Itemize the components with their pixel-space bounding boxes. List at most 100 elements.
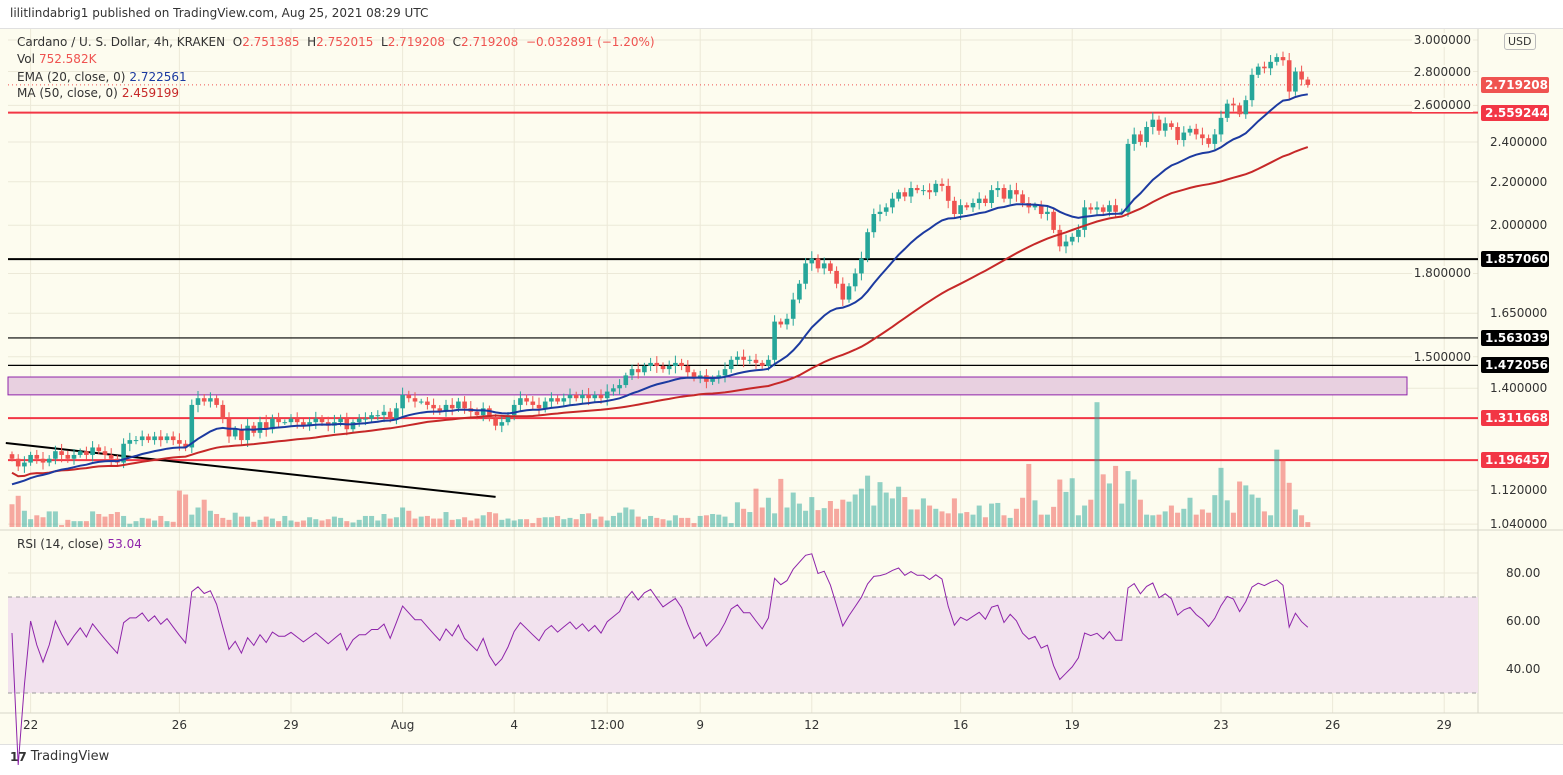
volume-bar: [1075, 515, 1081, 527]
candle-up: [53, 445, 58, 465]
level-price-badge: 2.559244: [1481, 104, 1549, 121]
volume-bar: [927, 505, 933, 527]
candle-body: [1001, 188, 1007, 199]
candle-body: [400, 394, 405, 409]
volume-bar: [1013, 508, 1019, 527]
candle-up: [121, 438, 126, 469]
candle-up: [865, 228, 870, 263]
candle-up: [604, 384, 610, 406]
candle-down: [759, 360, 765, 369]
candle-up: [127, 432, 133, 452]
volume-label: Vol: [17, 52, 35, 66]
rsi-tick-label: 40.00: [1506, 662, 1541, 676]
rsi-value: 53.04: [107, 537, 142, 551]
volume-bar: [15, 495, 21, 527]
candle-body: [1032, 205, 1038, 208]
ma-50-line: [11, 146, 1309, 478]
candle-body: [425, 401, 430, 405]
volume-bar: [1051, 506, 1057, 527]
candle-down: [691, 369, 697, 382]
volume-bar: [635, 516, 641, 527]
candle-up: [208, 392, 213, 408]
candle-up: [518, 391, 523, 412]
volume-bar: [1137, 499, 1143, 527]
volume-bar: [1069, 478, 1075, 527]
candle-down: [1169, 120, 1174, 130]
candle-body: [431, 404, 436, 409]
candle-body: [710, 378, 715, 382]
volume-bar: [362, 515, 368, 527]
volume-bar: [325, 519, 331, 527]
candle-body: [896, 192, 901, 199]
candle-body: [487, 408, 492, 419]
candle-up: [71, 449, 77, 465]
candle-down: [1206, 134, 1211, 148]
candle-body: [1181, 132, 1187, 141]
tradingview-logo[interactable]: 17 TradingView: [10, 749, 109, 764]
candle-down: [1156, 115, 1162, 135]
volume-bar: [858, 488, 864, 527]
volume-bar: [1212, 495, 1218, 527]
candle-body: [865, 232, 870, 259]
volume-bar: [493, 513, 499, 527]
price-tick-label: 1.120000: [1490, 483, 1548, 498]
candle-body: [201, 398, 207, 402]
candle-body: [735, 356, 740, 360]
volume-bar: [598, 516, 604, 527]
symbol-name[interactable]: Cardano / U. S. Dollar, 4h, KRAKEN: [17, 35, 226, 49]
candle-body: [945, 185, 951, 201]
ma-label: MA (50, close, 0): [17, 86, 118, 100]
candle-body: [753, 359, 759, 363]
price-tick-label: 2.000000: [1490, 218, 1548, 233]
volume-bar: [629, 509, 635, 527]
candle-body: [567, 394, 573, 399]
volume-bar: [871, 505, 877, 527]
candle-body: [257, 422, 263, 433]
candle-up: [666, 360, 672, 375]
candle-up: [1181, 126, 1187, 147]
candle-body: [809, 258, 815, 264]
candle-up: [1131, 127, 1137, 151]
candle-body: [611, 388, 616, 392]
candle-body: [53, 451, 58, 459]
volume-bar: [1125, 471, 1131, 527]
time-axis-label: 4: [510, 718, 519, 732]
currency-button[interactable]: USD: [1504, 33, 1536, 50]
candle-down: [952, 196, 957, 219]
volume-bar: [765, 497, 771, 527]
volume-bar: [139, 517, 145, 527]
volume-bar: [158, 515, 164, 527]
volume-bar: [753, 488, 759, 527]
candle-up: [313, 411, 319, 430]
candle-up: [46, 455, 52, 467]
candle-body: [666, 366, 672, 370]
volume-bar: [480, 515, 486, 527]
candle-body: [245, 425, 250, 441]
volume-bar: [1175, 512, 1181, 527]
candle-body: [1293, 71, 1298, 92]
volume-bar: [784, 507, 790, 527]
volume-bar: [933, 508, 939, 527]
candle-up: [480, 402, 486, 422]
ma-legend[interactable]: MA (50, close, 0) 2.459199: [17, 86, 179, 100]
candle-body: [59, 451, 64, 455]
volume-bar: [865, 475, 871, 527]
volume-bar: [1106, 483, 1112, 527]
rsi-legend[interactable]: RSI (14, close) 53.04: [17, 537, 142, 551]
candle-body: [1100, 207, 1106, 212]
volume-bar: [437, 518, 443, 527]
volume-bar: [1100, 474, 1106, 527]
candle-body: [301, 422, 306, 426]
volume-bar: [443, 512, 449, 527]
candle-up: [735, 351, 740, 366]
candle-body: [394, 408, 399, 419]
candle-down: [1280, 51, 1286, 66]
ema-legend[interactable]: EMA (20, close, 0) 2.722561: [17, 70, 187, 84]
volume-bar: [660, 519, 666, 527]
volume-bar: [809, 497, 815, 527]
candle-body: [1231, 103, 1236, 106]
volume-bar: [877, 482, 883, 527]
volume-legend[interactable]: Vol 752.582K: [17, 52, 96, 66]
candle-body: [580, 394, 585, 399]
